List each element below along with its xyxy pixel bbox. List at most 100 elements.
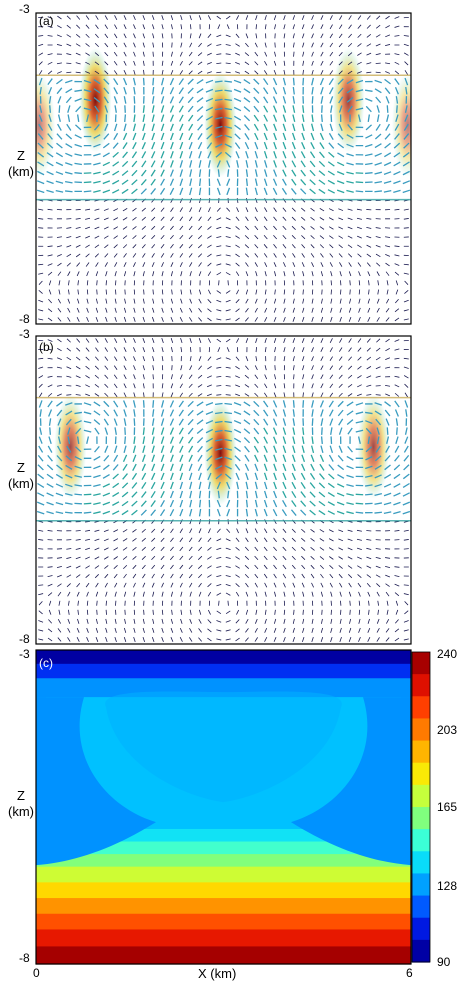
vector-arrow	[264, 374, 268, 380]
vector-arrow	[225, 236, 231, 239]
vector-arrow	[133, 307, 136, 313]
vector-arrow	[235, 472, 240, 481]
vector-arrow	[273, 472, 277, 481]
vector-arrow	[235, 393, 241, 397]
vector-arrow	[122, 142, 128, 150]
vector-arrow	[404, 114, 409, 122]
vector-arrow	[216, 290, 222, 294]
vector-arrow	[132, 253, 137, 258]
vector-arrow	[366, 366, 372, 370]
vector-arrow	[264, 618, 267, 624]
vector-arrow	[66, 565, 72, 569]
vector-arrow	[395, 114, 399, 122]
vector-arrow	[66, 15, 71, 20]
vector-arrow	[385, 236, 391, 238]
vector-arrow	[66, 53, 72, 56]
vector-arrow	[225, 629, 231, 632]
vector-arrow	[311, 69, 314, 75]
vector-arrow	[320, 409, 324, 417]
vector-arrow	[301, 226, 306, 230]
vector-arrow	[235, 356, 240, 361]
vector-arrow	[375, 565, 381, 569]
vector-arrow	[57, 262, 62, 267]
vector-arrow	[151, 114, 155, 122]
vector-arrow	[161, 316, 164, 322]
vector-arrow	[56, 236, 62, 238]
vector-arrow	[339, 627, 342, 633]
vector-arrow	[132, 400, 136, 408]
vector-arrow	[366, 43, 372, 47]
vector-arrow	[337, 133, 344, 140]
vector-arrow	[216, 318, 222, 321]
vector-arrow	[348, 582, 352, 588]
vector-arrow	[207, 33, 212, 39]
vector-arrow	[161, 298, 164, 304]
vector-arrow	[311, 298, 314, 304]
vector-arrow	[76, 271, 80, 277]
vector-arrow	[374, 402, 382, 406]
vector-arrow	[263, 253, 268, 258]
vector-arrow	[124, 298, 126, 304]
vector-arrow	[93, 180, 101, 184]
vector-arrow	[46, 464, 54, 471]
vector-arrow	[263, 436, 269, 444]
vector-arrow	[133, 347, 136, 353]
vector-arrow	[320, 392, 324, 398]
vector-arrow	[75, 226, 81, 229]
vector-arrow	[273, 316, 277, 322]
vector-arrow	[320, 418, 324, 426]
vector-arrow	[320, 70, 324, 75]
vector-arrow	[217, 490, 220, 499]
panel-c-ytick-bottom: -8	[19, 951, 30, 965]
vector-arrow	[113, 61, 118, 66]
vector-arrow	[38, 548, 44, 550]
vector-arrow	[189, 637, 193, 642]
vector-arrow	[38, 35, 44, 37]
vector-arrow	[292, 365, 295, 371]
vector-arrow	[171, 24, 173, 30]
vector-arrow	[171, 289, 173, 295]
vector-arrow	[141, 472, 147, 481]
vector-arrow	[179, 374, 183, 380]
vector-arrow	[227, 169, 230, 177]
vector-arrow	[180, 609, 183, 615]
vector-arrow	[74, 465, 82, 470]
vector-arrow	[273, 160, 277, 168]
vector-arrow	[102, 180, 111, 185]
vector-arrow	[68, 289, 70, 295]
vector-arrow	[356, 547, 362, 551]
vector-arrow	[319, 556, 325, 560]
vector-arrow	[161, 582, 164, 588]
vector-arrow	[292, 123, 296, 132]
vector-arrow	[384, 455, 391, 462]
vector-arrow	[47, 53, 53, 56]
vector-arrow	[403, 272, 409, 275]
vector-arrow	[216, 610, 222, 615]
vector-arrow	[403, 445, 409, 453]
vector-arrow	[274, 289, 276, 295]
vector-arrow	[394, 575, 400, 578]
vector-arrow	[123, 582, 127, 588]
vector-arrow	[132, 463, 137, 471]
vector-arrow	[329, 365, 334, 371]
vector-arrow	[319, 208, 325, 212]
vector-arrow	[104, 356, 109, 361]
vector-arrow	[57, 123, 62, 131]
vector-arrow	[255, 271, 258, 277]
vector-arrow	[65, 483, 73, 488]
vector-arrow	[302, 636, 305, 642]
vector-arrow	[142, 636, 145, 642]
vector-arrow	[329, 70, 334, 75]
vector-arrow	[151, 132, 156, 141]
vector-arrow	[357, 582, 362, 588]
vector-arrow	[358, 298, 361, 304]
vector-arrow	[112, 161, 120, 167]
colorbar-segment	[412, 829, 430, 852]
vector-arrow	[319, 400, 324, 408]
vector-arrow	[338, 418, 344, 426]
vector-arrow	[394, 70, 400, 75]
vector-arrow	[216, 508, 221, 517]
vector-arrow	[273, 537, 277, 543]
vector-arrow	[385, 271, 390, 276]
vector-arrow	[74, 493, 82, 496]
